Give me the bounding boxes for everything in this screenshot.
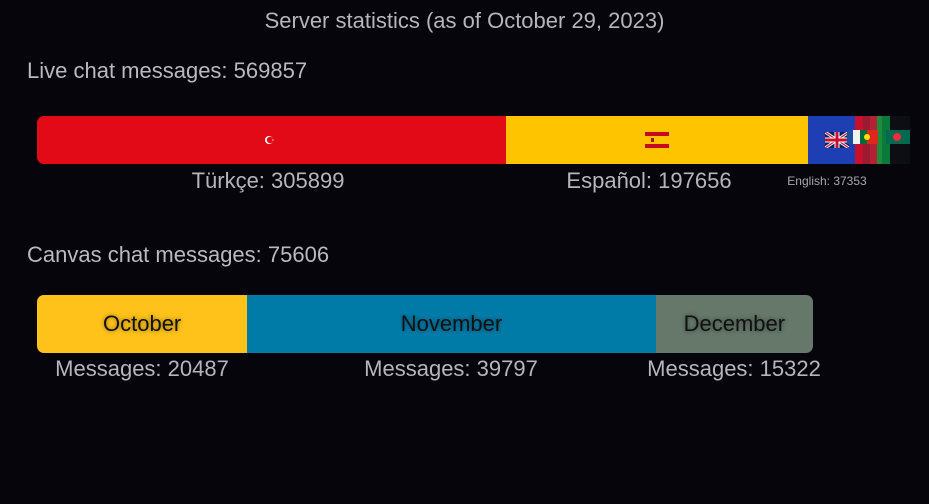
label-espanol: Español: 197656 [566, 168, 732, 193]
count-november: Messages: 39797 [364, 356, 538, 381]
month-name-october: October [103, 311, 182, 336]
live-chat-heading: Live chat messages: 569857 [27, 58, 308, 83]
page-title: Server statistics (as of October 29, 202… [264, 8, 665, 33]
spain-flag-icon [645, 132, 670, 148]
uk-flag-icon [825, 132, 850, 148]
segment-espanol [505, 116, 809, 164]
month-name-november: November [400, 311, 503, 336]
portugal-flag-icon [860, 130, 878, 144]
month-name-december: December [683, 311, 786, 336]
canvas-chat-heading: Canvas chat messages: 75606 [27, 242, 330, 267]
mini-segment [877, 116, 882, 164]
canvas-chat-stacked-bar: October November December [37, 295, 813, 353]
small-language-segments [847, 116, 910, 164]
turkey-flag-icon [259, 132, 284, 148]
label-english: English: 37353 [787, 174, 867, 188]
live-chat-stacked-bar [37, 116, 910, 164]
segment-december: December [655, 295, 813, 353]
bangladesh-flag-icon [886, 130, 910, 144]
label-turkce: Türkçe: 305899 [191, 168, 345, 193]
segment-october: October [37, 295, 248, 353]
count-october: Messages: 20487 [55, 356, 229, 381]
count-december: Messages: 15322 [647, 356, 821, 381]
segment-november: November [247, 295, 656, 353]
segment-turkce [37, 116, 506, 164]
